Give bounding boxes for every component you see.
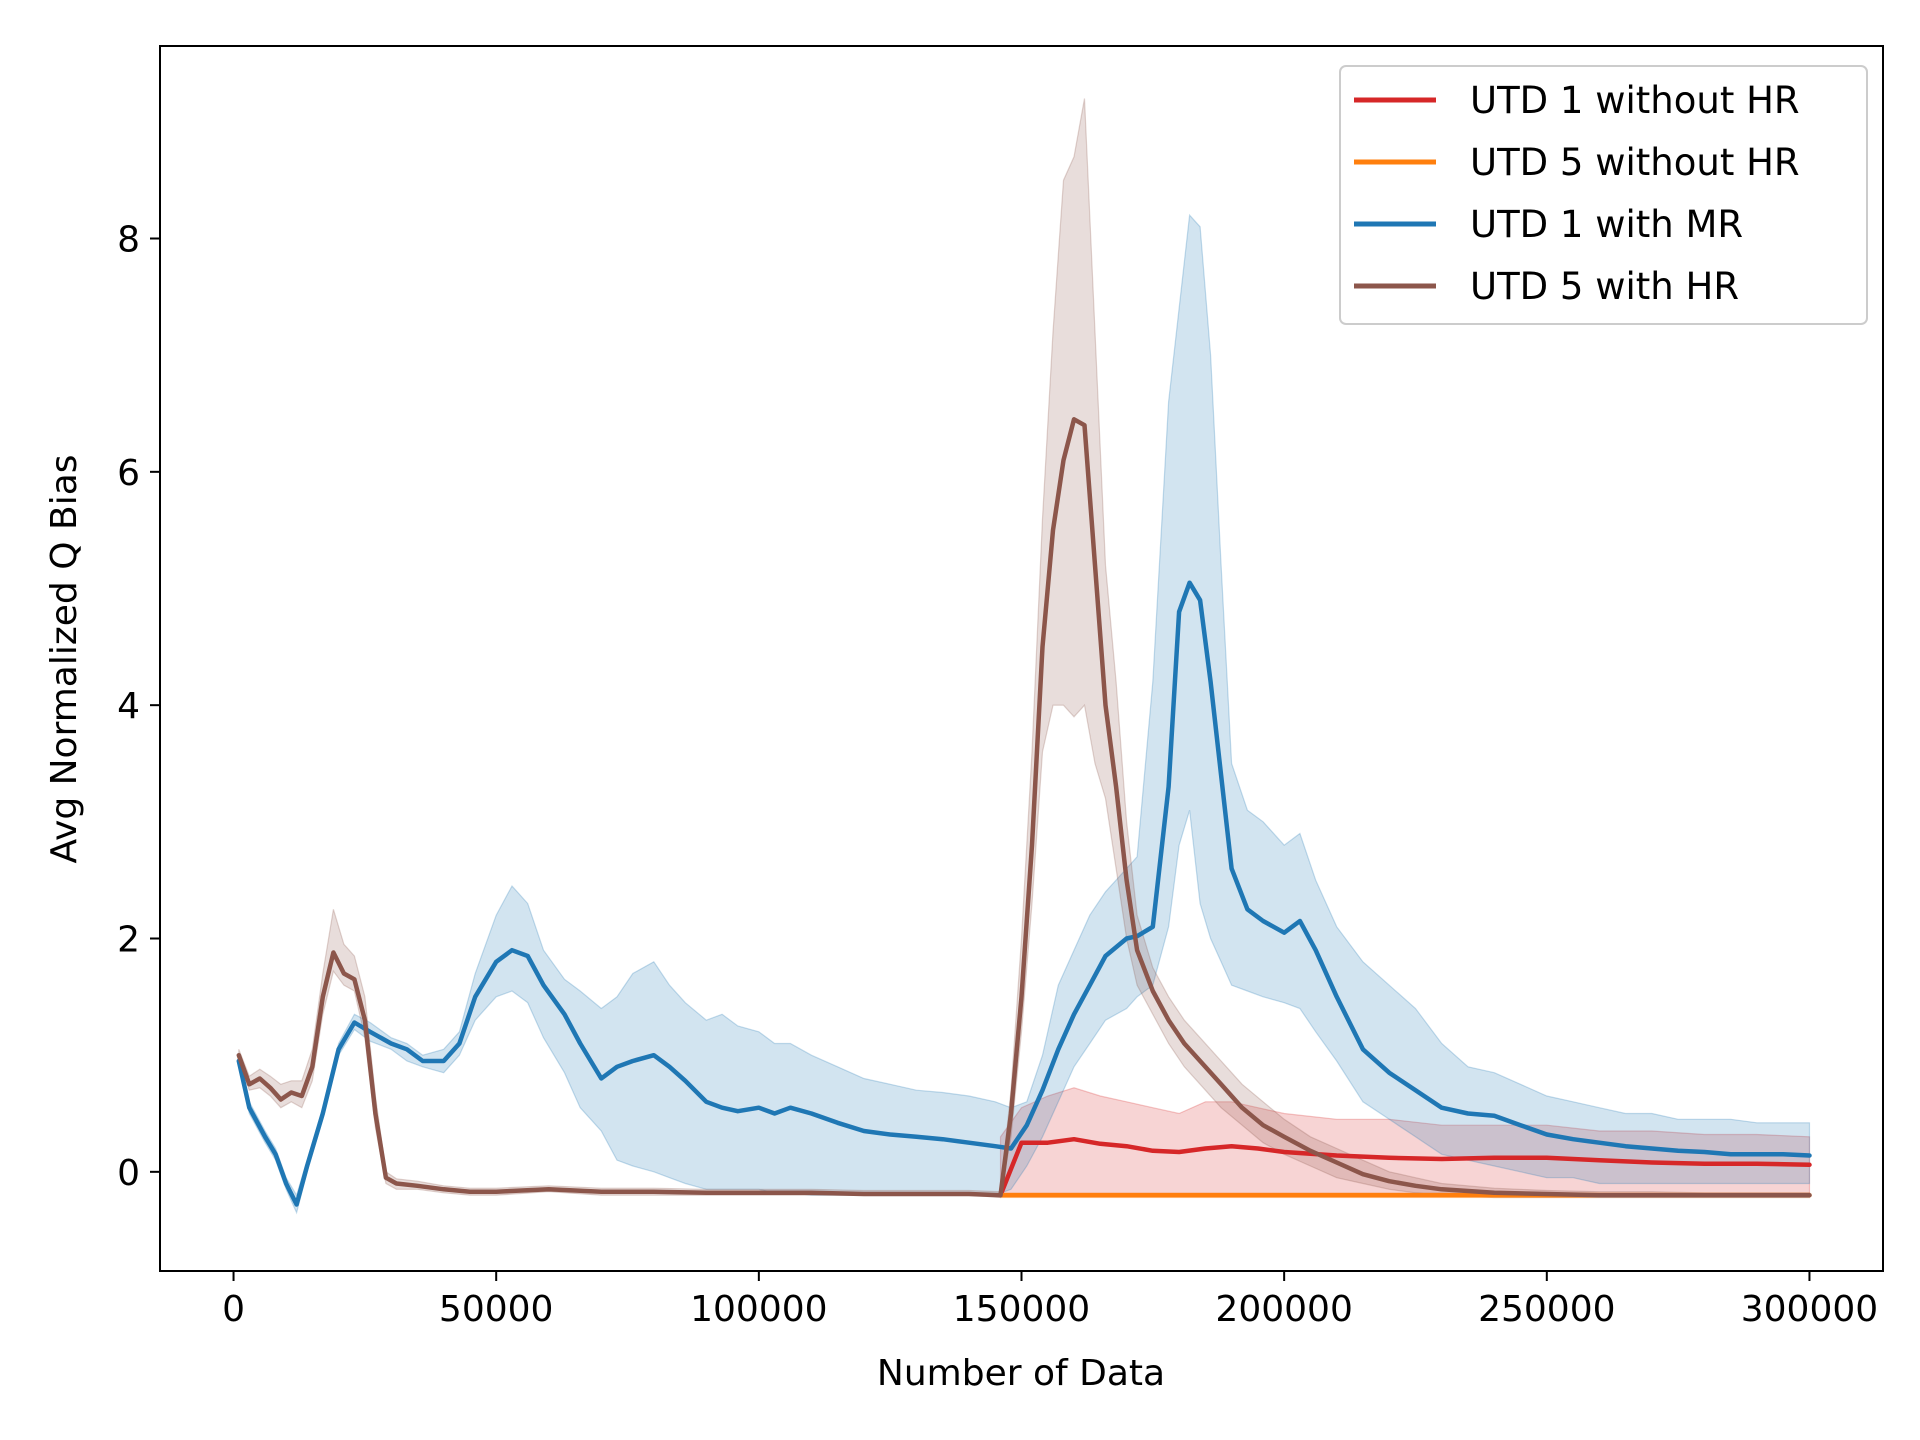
x-axis-label: Number of Data — [877, 1353, 1165, 1394]
x-tick-label: 0 — [222, 1289, 245, 1330]
x-axis-ticks: 0 50000 100000 150000 200000 250000 300000 — [222, 1271, 1878, 1330]
y-tick-label: 4 — [117, 686, 140, 727]
line-utd-1-with-mr — [236, 580, 1812, 1207]
y-axis-ticks: 0 2 4 6 8 — [117, 220, 160, 1194]
legend-label-utd-1-with-mr: UTD 1 with MR — [1470, 203, 1743, 246]
legend-label-utd-5-without-hr: UTD 5 without HR — [1470, 141, 1800, 184]
band-utd-1-with-mr — [238, 213, 1811, 1215]
line-utd-5-with-hr — [236, 417, 1812, 1198]
legend-label-utd-1-without-hr: UTD 1 without HR — [1470, 79, 1800, 122]
line-utd-1-without-hr — [998, 1136, 1812, 1198]
y-axis-label: Avg Normalized Q Bias — [44, 454, 85, 863]
legend-box — [1339, 65, 1868, 325]
series-lines — [236, 417, 1812, 1207]
x-tick-label: 50000 — [439, 1289, 554, 1330]
y-tick-label: 8 — [117, 220, 140, 261]
x-tick-label: 200000 — [1215, 1289, 1352, 1330]
legend-label-utd-5-with-hr: UTD 5 with HR — [1470, 265, 1739, 308]
x-tick-label: 100000 — [690, 1289, 827, 1330]
x-tick-label: 150000 — [953, 1289, 1090, 1330]
y-tick-label: 6 — [117, 453, 140, 494]
y-tick-label: 2 — [117, 920, 140, 961]
x-tick-label: 300000 — [1741, 1289, 1878, 1330]
legend: UTD 1 without HR UTD 5 without HR UTD 1 wi… — [1339, 65, 1868, 325]
x-tick-label: 250000 — [1478, 1289, 1615, 1330]
y-tick-label: 0 — [117, 1153, 140, 1194]
